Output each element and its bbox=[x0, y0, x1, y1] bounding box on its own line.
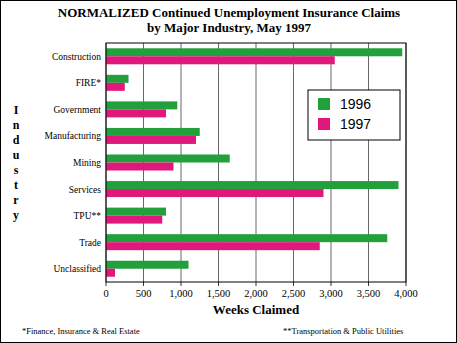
bar bbox=[106, 109, 166, 117]
y-axis-label-letter: n bbox=[13, 118, 20, 132]
tick bbox=[218, 282, 219, 286]
bar bbox=[106, 234, 387, 242]
tick bbox=[143, 282, 144, 286]
bar bbox=[106, 75, 129, 83]
category-label: Manufacturing bbox=[45, 131, 102, 141]
bar bbox=[106, 242, 320, 250]
grid-line bbox=[368, 43, 369, 282]
bar bbox=[106, 216, 162, 224]
bar bbox=[106, 83, 125, 91]
category-label: Trade bbox=[79, 238, 101, 248]
category-label: TPU** bbox=[74, 211, 102, 221]
tick bbox=[293, 282, 294, 286]
category-label: FIRE* bbox=[76, 78, 102, 88]
bar bbox=[106, 128, 200, 136]
tick-label: 4,000 bbox=[394, 288, 418, 299]
tick-label: 3,000 bbox=[319, 288, 343, 299]
y-axis-label-letter: I bbox=[14, 103, 19, 117]
y-axis-label: Industry bbox=[13, 103, 20, 222]
tick-label: 1,500 bbox=[207, 288, 231, 299]
legend-swatch bbox=[318, 98, 330, 110]
outer-frame bbox=[1, 1, 457, 343]
tick-label: 1,000 bbox=[169, 288, 193, 299]
tick bbox=[368, 282, 369, 286]
legend-label: 1997 bbox=[340, 116, 371, 132]
category-label: Services bbox=[69, 185, 101, 195]
bars bbox=[106, 48, 402, 276]
legend-swatch bbox=[318, 118, 330, 130]
title: NORMALIZED Continued Unemployment Insura… bbox=[58, 5, 400, 20]
bar bbox=[106, 56, 335, 64]
y-axis-label-letter: r bbox=[13, 193, 19, 207]
tick bbox=[181, 282, 182, 286]
bar bbox=[106, 261, 189, 269]
y-axis-label-letter: t bbox=[14, 178, 18, 192]
legend-label: 1996 bbox=[340, 96, 371, 112]
bar bbox=[106, 48, 402, 56]
category-label: Government bbox=[54, 105, 102, 115]
footnote: *Finance, Insurance & Real Estate bbox=[22, 326, 140, 336]
tick bbox=[331, 282, 332, 286]
y-axis-label-letter: y bbox=[13, 208, 19, 222]
chart: NORMALIZED Continued Unemployment Insura… bbox=[0, 0, 457, 343]
footnote: **Transportation & Public Utilities bbox=[283, 326, 403, 336]
tick bbox=[406, 282, 407, 286]
legend: 1996 1997 bbox=[308, 90, 400, 140]
tick-label: 3,500 bbox=[357, 288, 381, 299]
bar bbox=[106, 208, 166, 216]
bar bbox=[106, 163, 174, 171]
x-axis-label: Weeks Claimed bbox=[213, 302, 300, 317]
category-label: Construction bbox=[52, 52, 101, 62]
bar bbox=[106, 155, 230, 163]
y-axis-label-letter: u bbox=[13, 148, 20, 162]
y-axis-label-letter: s bbox=[14, 163, 19, 177]
bar bbox=[106, 189, 324, 197]
category-label: Unclassified bbox=[54, 264, 102, 274]
tick bbox=[106, 282, 107, 286]
tick-label: 500 bbox=[136, 288, 152, 299]
bar bbox=[106, 269, 115, 277]
bar bbox=[106, 136, 196, 144]
tick-label: 2,500 bbox=[282, 288, 306, 299]
bar bbox=[106, 181, 399, 189]
legend-box bbox=[308, 90, 400, 140]
tick-label: 0 bbox=[103, 288, 108, 299]
grid-line bbox=[331, 43, 332, 282]
subtitle: by Major Industry, May 1997 bbox=[147, 20, 312, 35]
tick-label: 2,000 bbox=[244, 288, 268, 299]
tick bbox=[256, 282, 257, 286]
category-label: Mining bbox=[73, 158, 101, 168]
bar bbox=[106, 101, 177, 109]
y-axis-label-letter: d bbox=[13, 133, 20, 147]
plot-frame bbox=[106, 43, 406, 282]
